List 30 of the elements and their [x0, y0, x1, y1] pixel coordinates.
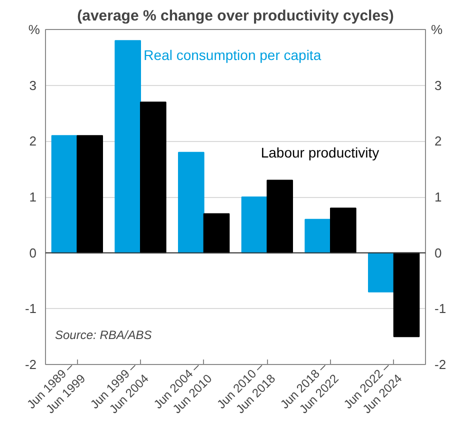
bar	[393, 252, 420, 338]
y-tick-label: -1	[24, 301, 37, 316]
annotation: Source: RBA/ABS	[55, 328, 152, 342]
y-tick-label: 0	[29, 245, 37, 260]
bar	[76, 135, 103, 254]
y-axis-title: %	[28, 22, 40, 37]
chart-subtitle: (average % change over productivity cycles)	[77, 8, 394, 24]
bar	[368, 252, 394, 292]
y2-tick-label: 2	[434, 134, 442, 149]
series-label: Real consumption per capita	[144, 47, 322, 63]
y2-axis-title: %	[431, 22, 444, 37]
bar	[266, 180, 293, 254]
y2-tick-label: -1	[434, 301, 446, 316]
y-tick-label: -2	[24, 357, 37, 372]
y-tick-label: 3	[29, 78, 37, 93]
bar	[304, 218, 331, 254]
bar	[140, 102, 166, 254]
series-label: Labour productivity	[260, 144, 380, 161]
y-tick-label: 2	[29, 134, 37, 149]
y2-tick-label: 0	[434, 245, 442, 260]
y2-tick-label: 1	[434, 190, 442, 204]
y2-tick-label: -2	[434, 357, 446, 372]
bar	[51, 135, 78, 254]
bar	[178, 152, 204, 254]
y-tick-label: 1	[29, 190, 37, 204]
bar	[114, 40, 141, 254]
bar	[203, 213, 230, 254]
bar	[330, 208, 356, 254]
y2-tick-label: 3	[434, 78, 442, 93]
bar	[241, 196, 268, 254]
